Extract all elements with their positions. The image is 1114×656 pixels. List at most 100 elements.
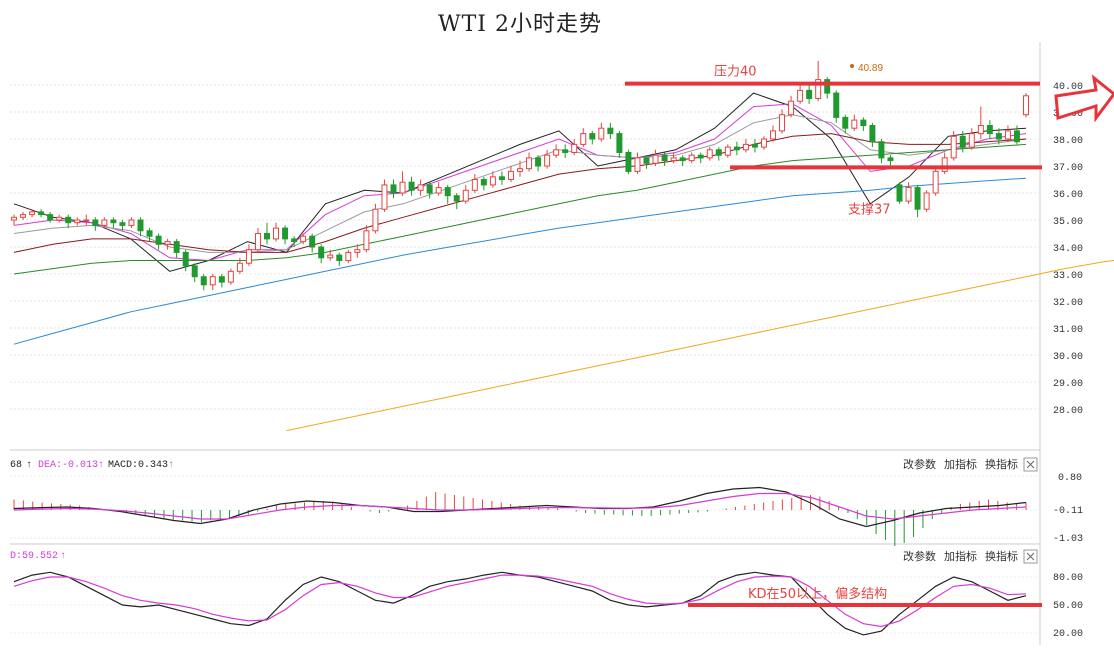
macd-tick-2: -1.03: [1053, 534, 1083, 545]
macd-tick-1: -0.11: [1053, 506, 1083, 517]
candle-body: [941, 157, 948, 172]
candle-body: [706, 149, 713, 159]
candle-body: [182, 251, 189, 267]
candle-body: [209, 276, 216, 286]
moving-average-line: [13, 177, 1027, 345]
candle-body: [517, 168, 523, 172]
candle-body: [236, 262, 243, 272]
kdj-series: [13, 571, 1027, 636]
candle-body: [724, 146, 731, 156]
candle-body: [300, 235, 307, 243]
candle-body: [562, 149, 569, 154]
candle-body: [625, 152, 632, 172]
candle-body: [616, 133, 623, 154]
kd-annotation: KD在50以上，偏多结构: [748, 586, 887, 602]
candle-body: [164, 241, 171, 245]
candle-body: [282, 227, 289, 240]
candle-body: [715, 149, 722, 156]
moving-average-lines: [13, 92, 1114, 432]
y-tick-label: 28.00: [1053, 406, 1083, 417]
candle-body: [38, 211, 45, 216]
candle-body: [264, 233, 270, 240]
kdj-close-icon[interactable]: [1023, 549, 1038, 564]
macd-add-indicator-button[interactable]: 加指标: [944, 457, 977, 471]
moving-average-line: [13, 133, 1027, 253]
macd-header-prefix: 68: [10, 460, 22, 471]
candle-body: [408, 181, 415, 191]
candle-body: [65, 216, 72, 224]
arrow-up-icon: ↑: [26, 460, 32, 471]
candle-body: [92, 219, 99, 226]
candle-body: [580, 133, 587, 145]
candle-body: [29, 211, 36, 216]
candle-body: [842, 116, 849, 129]
candle-body: [444, 187, 451, 197]
macd-switch-indicator-button[interactable]: 换指标: [985, 457, 1018, 471]
macd-header: 68 ↑ DEA:-0.013 ↑ MACD:0.343 ↑: [10, 460, 174, 471]
candle-body: [553, 149, 560, 156]
kdj-tick-1: 50.00: [1053, 601, 1083, 612]
macd-label: MACD:0.343: [108, 460, 168, 471]
candle-body: [435, 187, 442, 194]
candle-body: [173, 241, 180, 253]
candle-body: [417, 184, 424, 191]
high-price-label: 40.89: [858, 63, 883, 74]
candle-body: [110, 219, 117, 224]
candle-body: [950, 135, 957, 159]
main-y-axis: 40.0039.0038.0037.0036.0035.0034.0033.00…: [1053, 82, 1083, 417]
high-marker: [850, 64, 854, 68]
candle-body: [119, 222, 126, 226]
arrow-up-icon: ↑: [98, 460, 104, 471]
candle-body: [896, 184, 903, 202]
y-tick-label: 34.00: [1053, 244, 1083, 255]
candle-body: [200, 276, 207, 286]
candle-body: [923, 192, 930, 210]
candle-body: [309, 235, 316, 248]
candle-body: [607, 127, 614, 135]
candle-body: [128, 219, 135, 226]
macd-close-icon[interactable]: [1023, 457, 1038, 472]
candle-body: [779, 114, 786, 132]
moving-average-line: [13, 92, 1027, 272]
candle-body: [363, 230, 370, 251]
support-label: 支撑37: [848, 202, 891, 217]
candle-body: [788, 100, 795, 116]
arrow-up-icon: ↑: [168, 460, 174, 471]
macd-buttons: 改参数 加指标 换指标: [903, 457, 1038, 472]
y-tick-label: 31.00: [1053, 325, 1083, 336]
candle-body: [273, 227, 280, 240]
candle-body: [372, 208, 379, 232]
candle-body: [381, 184, 388, 210]
kdj-edit-params-button[interactable]: 改参数: [903, 549, 936, 563]
candle-body: [797, 89, 804, 102]
candle-body: [589, 133, 596, 140]
candle-body: [652, 154, 659, 164]
y-tick-label: 29.00: [1053, 379, 1083, 390]
candle-body: [345, 251, 352, 261]
kdj-switch-indicator-button[interactable]: 换指标: [985, 549, 1018, 563]
candle-body: [968, 133, 975, 148]
candle-body: [1023, 95, 1029, 116]
candle-body: [489, 176, 496, 186]
candle-body: [453, 195, 460, 202]
y-tick-label: 30.00: [1053, 352, 1083, 363]
y-tick-label: 32.00: [1053, 298, 1083, 309]
candle-body: [851, 119, 858, 129]
candle-body: [914, 187, 921, 210]
macd-edit-params-button[interactable]: 改参数: [903, 457, 936, 471]
candlestick-series: [11, 60, 1029, 291]
candle-body: [869, 125, 876, 143]
candle-body: [733, 146, 740, 151]
candle-body: [227, 270, 234, 283]
arrow-up-icon: ↑: [60, 551, 66, 562]
y-tick-label: 36.00: [1053, 190, 1083, 201]
candle-body: [11, 216, 17, 221]
candle-body: [995, 133, 1002, 140]
candle-body: [291, 238, 298, 243]
candle-body: [824, 79, 831, 94]
candle-body: [191, 265, 198, 278]
candle-body: [770, 130, 776, 140]
kdj-add-indicator-button[interactable]: 加指标: [944, 549, 977, 563]
arrow-right-icon: [1054, 74, 1114, 123]
